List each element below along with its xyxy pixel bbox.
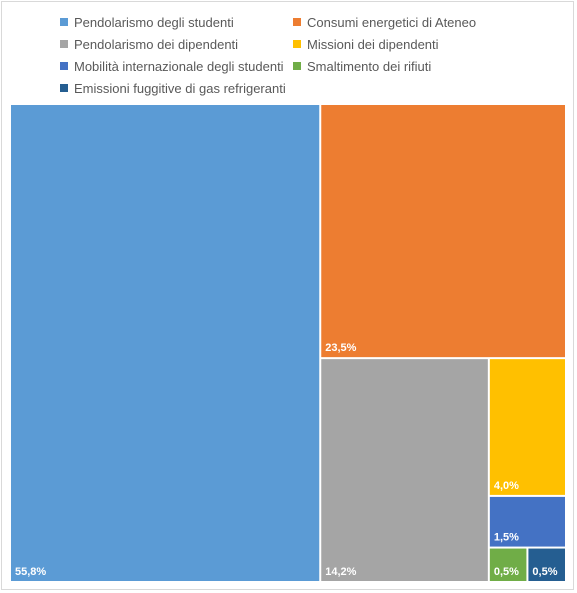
- legend-swatch: [293, 62, 301, 70]
- treemap-tile: [489, 496, 565, 547]
- legend-label: Pendolarismo degli studenti: [74, 14, 234, 30]
- treemap-tile: [321, 105, 565, 358]
- data-label: 0,5%: [532, 566, 557, 578]
- legend-swatch: [60, 40, 68, 48]
- data-label: 4,0%: [494, 480, 519, 492]
- legend-item: Pendolarismo degli studenti: [60, 13, 293, 31]
- legend-item: Missioni dei dipendenti: [293, 35, 493, 53]
- legend-item: Smaltimento dei rifiuti: [293, 57, 493, 75]
- legend-swatch: [60, 18, 68, 26]
- legend-label: Mobilità internazionale degli studenti: [74, 58, 284, 74]
- legend-swatch: [60, 62, 68, 70]
- legend-label: Missioni dei dipendenti: [307, 36, 439, 52]
- treemap-tile: [489, 359, 565, 495]
- legend-label: Emissioni fuggitive di gas refrigeranti: [74, 80, 286, 96]
- treemap-tile: [321, 359, 488, 581]
- data-label: 55,8%: [15, 566, 46, 578]
- legend-swatch: [60, 84, 68, 92]
- legend-label: Pendolarismo dei dipendenti: [74, 36, 239, 52]
- legend-label: Consumi energetici di Ateneo: [307, 14, 477, 30]
- legend-label: Smaltimento dei rifiuti: [307, 58, 432, 74]
- treemap-tile: [528, 548, 565, 581]
- data-label: 0,5%: [494, 566, 519, 578]
- data-label: 23,5%: [325, 342, 356, 354]
- data-label: 1,5%: [494, 532, 519, 544]
- treemap-tile: [489, 548, 527, 581]
- data-label: 14,2%: [325, 566, 356, 578]
- legend-swatch: [293, 40, 301, 48]
- legend-item: Pendolarismo dei dipendenti: [60, 35, 293, 53]
- legend-item: Mobilità internazionale degli studenti: [60, 57, 293, 75]
- legend-item: Emissioni fuggitive di gas refrigeranti: [60, 79, 293, 97]
- legend: Pendolarismo degli studenti Consumi ener…: [60, 13, 520, 97]
- legend-swatch: [293, 18, 301, 26]
- legend-item: Consumi energetici di Ateneo: [293, 13, 493, 31]
- treemap-tile: [11, 105, 320, 581]
